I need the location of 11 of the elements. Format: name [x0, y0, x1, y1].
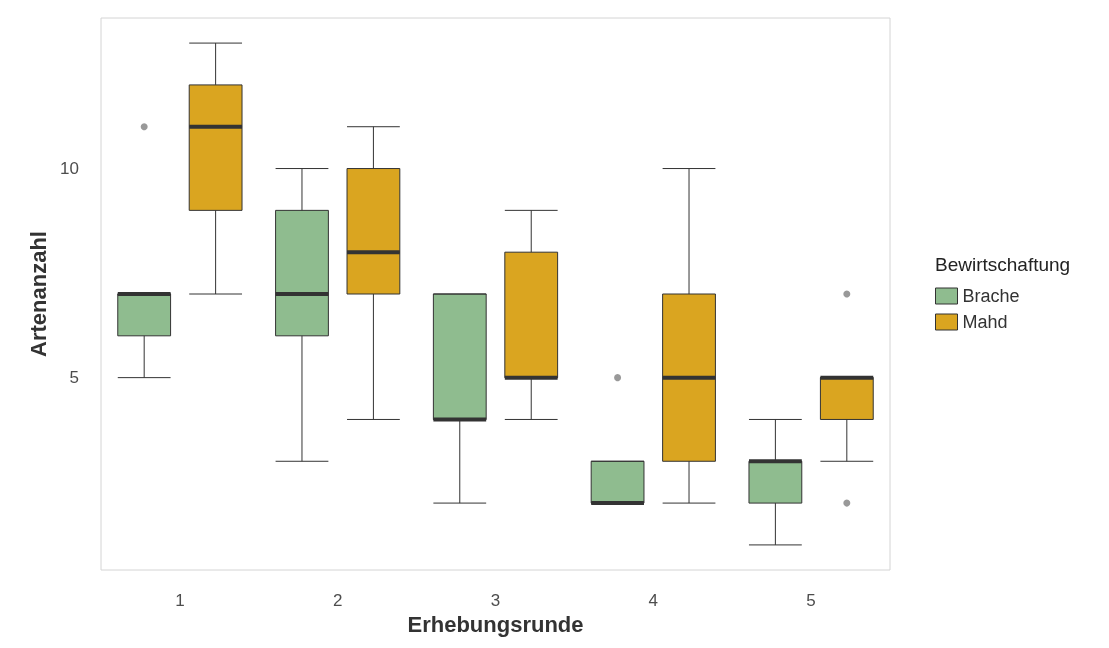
x-tick-label: 3: [490, 591, 501, 610]
x-tick-label: 4: [648, 591, 659, 610]
x-axis-title: Erhebungsrunde: [407, 612, 584, 638]
x-tick-label: 5: [806, 591, 816, 610]
y-tick-label: 10: [60, 159, 79, 179]
y-axis-title: Artenanzahl: [25, 231, 51, 357]
x-tick-label: 1: [175, 591, 185, 610]
legend-label: Brache: [962, 286, 1020, 306]
legend-title: Bewirtschaftung: [935, 254, 1071, 275]
legend-label: Mahd: [962, 312, 1008, 332]
x-tick-label: 2: [332, 591, 343, 610]
